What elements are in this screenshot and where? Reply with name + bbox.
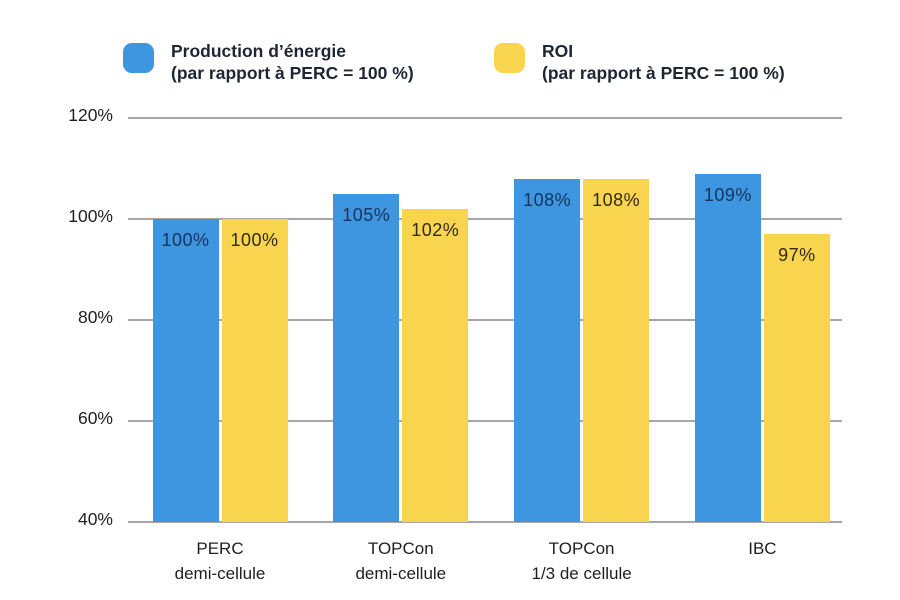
legend-label-roi: ROI [542, 41, 574, 61]
y-tick-label: 40% [77, 509, 113, 529]
bar-value-label: 100% [161, 230, 210, 250]
x-category-label: PERC demi-cellule [174, 539, 266, 583]
bar-series-1-cat-0: 100% [221, 219, 288, 522]
bar-value-label: 108% [523, 189, 572, 210]
legend-swatch-roi-icon [494, 43, 525, 73]
gridline [128, 420, 842, 422]
bar-value-label: 109% [703, 184, 752, 205]
x-category-label: TOPCon demi-cellule [355, 539, 447, 583]
legend-item-production: Production d’énergie (par rapport à PERC… [123, 40, 414, 84]
x-category-label: IBC [748, 539, 777, 558]
gridline [128, 117, 842, 119]
bar-series-1-cat-1: 102% [402, 208, 469, 522]
legend-item-roi: ROI (par rapport à PERC = 100 %) [494, 40, 785, 84]
x-category-label: TOPCon 1/3 de cellule [531, 539, 632, 583]
y-tick-label: 60% [77, 408, 113, 428]
bar-value-label: 108% [592, 189, 641, 210]
legend-label-production: Production d’énergie [171, 41, 347, 61]
legend-note-roi: (par rapport à PERC = 100 %) [542, 63, 785, 83]
bar-value-label: 102% [411, 219, 460, 240]
bar-value-label: 100% [230, 230, 279, 250]
gridline [128, 521, 842, 523]
bar-value-label: 97% [778, 245, 816, 266]
bar-series-1-cat-2: 108% [583, 178, 650, 522]
bar-series-0-cat-0: 100% [152, 219, 219, 522]
y-tick-label: 120% [68, 105, 113, 125]
legend-note-production: (par rapport à PERC = 100 %) [171, 63, 414, 83]
y-tick-label: 80% [77, 307, 113, 327]
bar-series-0-cat-1: 105% [333, 193, 400, 522]
bar-series-1-cat-3: 97% [763, 234, 830, 522]
legend-swatch-production-icon [123, 43, 154, 73]
gridline [128, 218, 842, 220]
bar-value-label: 105% [342, 204, 391, 225]
gridline [128, 319, 842, 321]
bar-series-0-cat-2: 108% [514, 178, 581, 522]
y-tick-label: 100% [68, 206, 113, 226]
bar-series-0-cat-3: 109% [694, 173, 761, 522]
